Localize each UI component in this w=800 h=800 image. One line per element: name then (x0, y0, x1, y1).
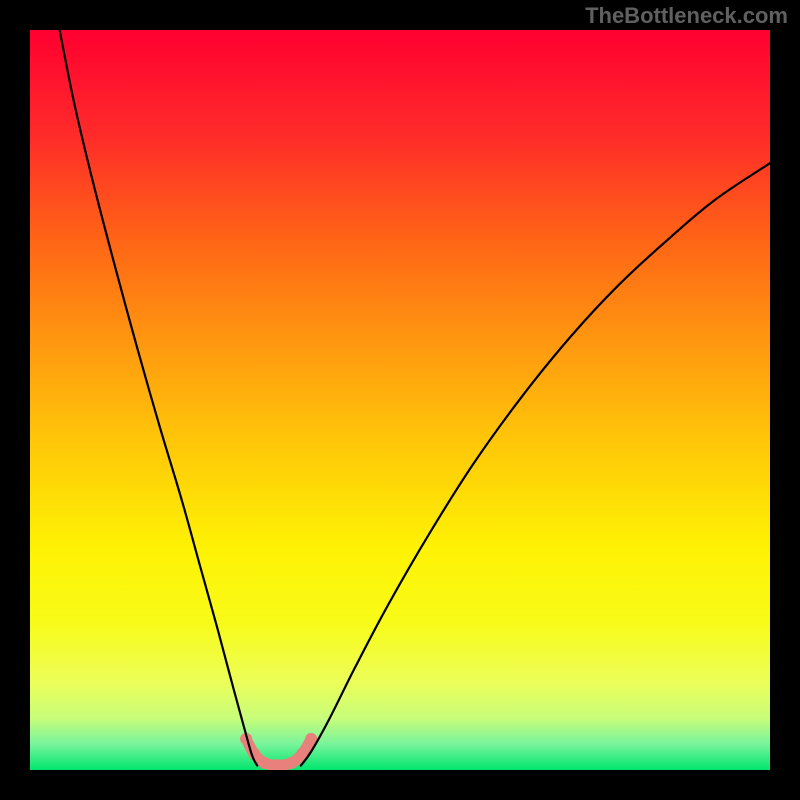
valley-dot (259, 757, 271, 769)
valley-dot (272, 759, 284, 771)
plot-background (30, 30, 770, 770)
chart-container: TheBottleneck.com (0, 0, 800, 800)
valley-dot (285, 757, 297, 769)
bottleneck-chart (0, 0, 800, 800)
watermark-text: TheBottleneck.com (585, 3, 788, 29)
